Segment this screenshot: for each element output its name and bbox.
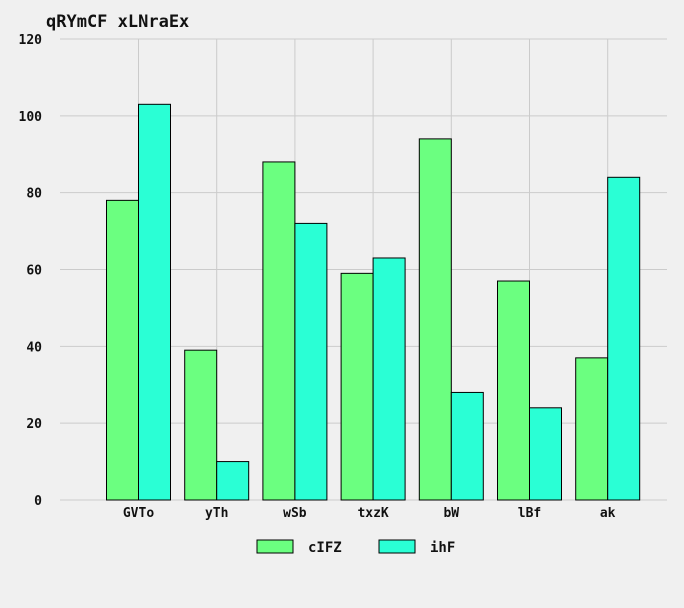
bar-ihF-lBf — [529, 407, 562, 501]
legend-label: cIFZ — [308, 540, 342, 556]
bar-cIFZ-GVTo — [106, 199, 139, 501]
bar-ihF-txzK — [372, 257, 406, 501]
bar-cIFZ-lBf — [497, 280, 530, 501]
bar-cIFZ-wSb — [262, 161, 296, 501]
bar-ihF-GVTo — [138, 103, 171, 501]
y-tick-label: 100 — [19, 110, 43, 125]
bar-ihF-wSb — [294, 222, 328, 501]
y-tick-label: 80 — [26, 187, 42, 202]
y-tick-label: 40 — [26, 340, 42, 355]
bar-cIFZ-ak — [575, 357, 609, 501]
y-tick-label: 60 — [26, 264, 42, 279]
x-tick-label: wSb — [283, 506, 307, 521]
y-tick-label: 0 — [34, 494, 42, 509]
bar-ihF-ak — [607, 176, 641, 501]
legend-swatch — [378, 539, 416, 554]
x-tick-label: lBf — [518, 506, 541, 521]
legend: cIFZ ihF — [256, 539, 455, 556]
chart-title: qRYmCF xLNraEx — [46, 12, 190, 32]
bar-cIFZ-bW — [418, 138, 452, 501]
y-tick-label: 20 — [26, 417, 42, 432]
x-tick-label: yTh — [205, 506, 228, 521]
x-tick-label: ak — [600, 506, 616, 521]
y-axis-ticks: 0 20 40 60 80 100 120 — [19, 33, 43, 509]
bar-cIFZ-yTh — [184, 349, 218, 501]
x-tick-label: bW — [443, 506, 459, 521]
x-tick-label: GVTo — [123, 506, 154, 521]
legend-label: ihF — [430, 540, 455, 556]
bar-cIFZ-txzK — [340, 272, 374, 501]
bars-layer — [106, 103, 641, 501]
legend-swatch — [256, 539, 294, 554]
x-axis-ticks: GVTo yTh wSb txzK bW lBf ak — [123, 506, 616, 521]
y-tick-label: 120 — [19, 33, 43, 48]
bar-ihF-yTh — [216, 461, 250, 501]
x-tick-label: txzK — [357, 506, 388, 521]
bar-ihF-bW — [450, 391, 484, 501]
